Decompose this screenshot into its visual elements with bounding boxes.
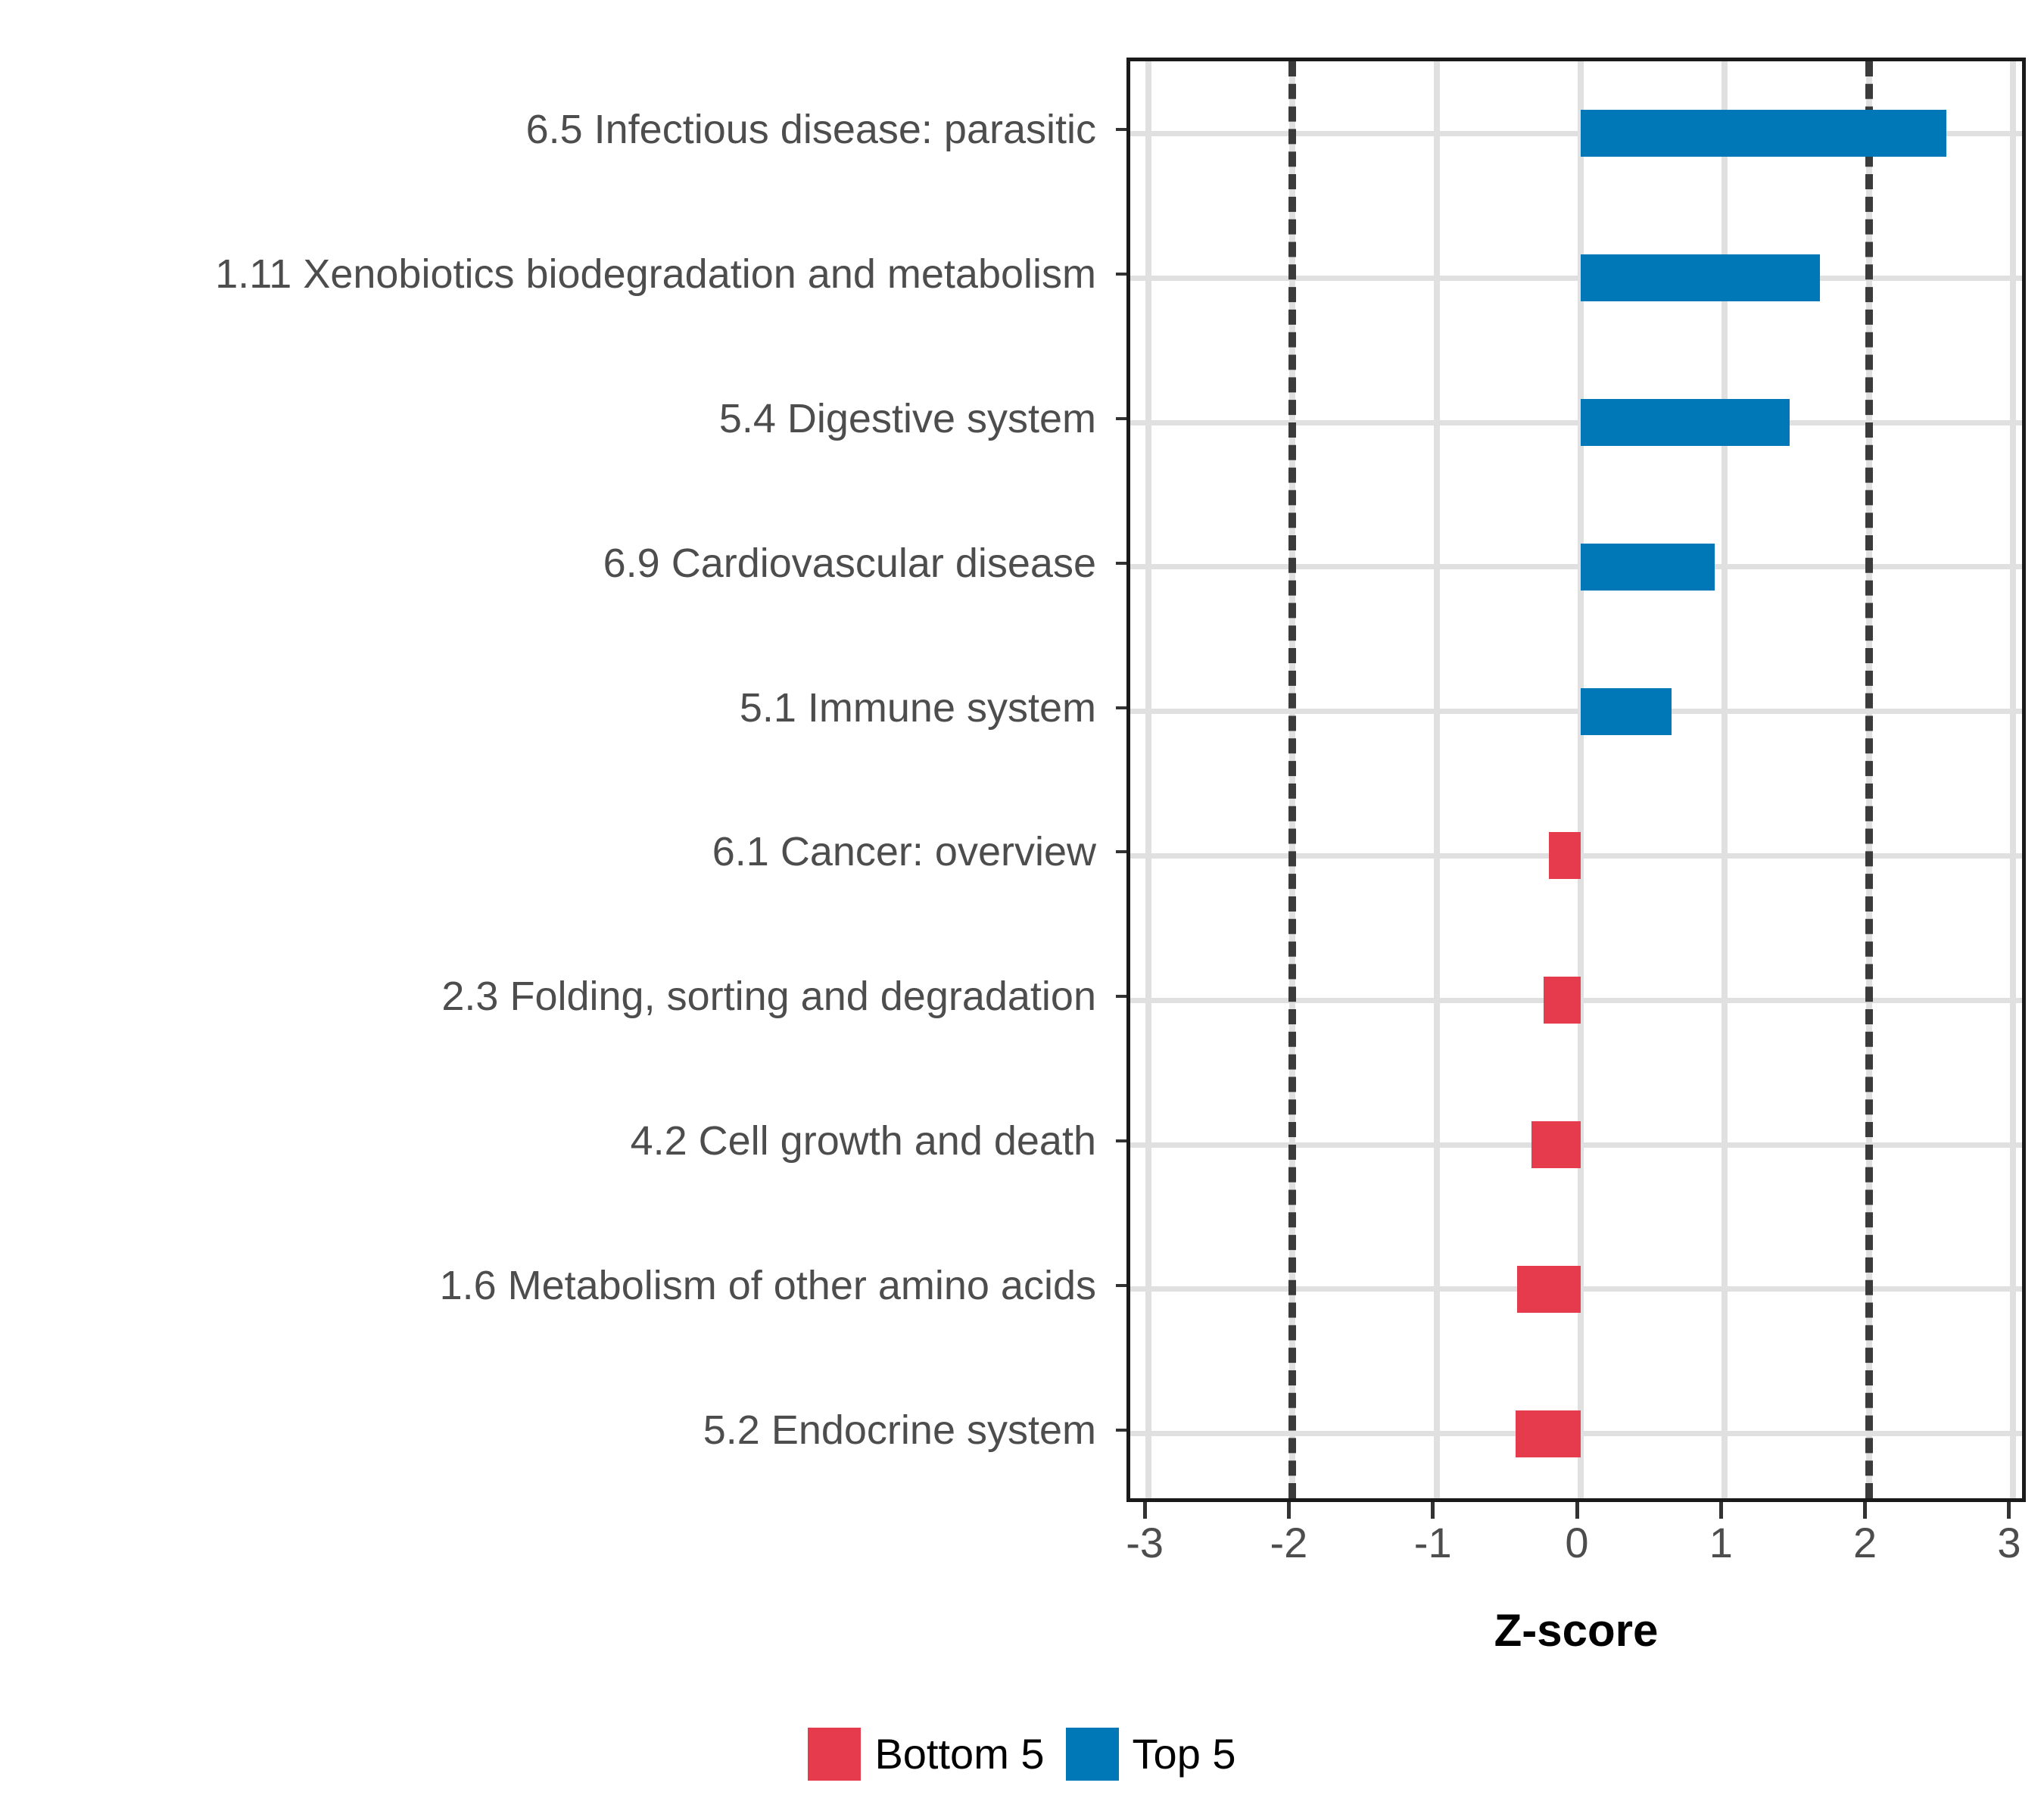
y-axis-tick-label: 6.9 Cardiovascular disease: [603, 540, 1096, 586]
bar: [1581, 399, 1790, 446]
x-axis-tick-mark: [1431, 1502, 1435, 1519]
y-axis-tick-mark: [1116, 850, 1126, 854]
y-axis-tick-mark: [1116, 128, 1126, 132]
y-axis-tick-mark: [1116, 1428, 1126, 1432]
horizontal-gridline: [1130, 130, 2022, 136]
x-axis: -3 -2 -1 0 1 2 3: [1126, 1502, 2026, 1593]
horizontal-gridline: [1130, 709, 2022, 715]
legend-item[interactable]: Bottom 5: [808, 1728, 1045, 1781]
vertical-gridline: [1145, 61, 1152, 1498]
y-axis-tick-mark: [1116, 706, 1126, 709]
y-axis-tick-label: 2.3 Folding, sorting and degradation: [441, 974, 1096, 1020]
bar: [1581, 254, 1820, 302]
x-axis-tick-label: 0: [1565, 1519, 1589, 1566]
bar: [1531, 1121, 1581, 1168]
x-axis-tick-label: 1: [1709, 1519, 1733, 1566]
horizontal-gridline: [1130, 275, 2022, 281]
vertical-gridline: [1578, 61, 1584, 1498]
bar: [1581, 110, 1947, 157]
y-axis-tick-mark: [1116, 1283, 1126, 1287]
y-axis-tick-mark: [1116, 561, 1126, 565]
bar: [1516, 1410, 1581, 1457]
y-axis-tick-mark: [1116, 417, 1126, 420]
vertical-gridline: [1722, 61, 1728, 1498]
x-axis-tick-label: -2: [1270, 1519, 1308, 1566]
y-axis-tick-mark: [1116, 1139, 1126, 1142]
y-axis-tick-label: 5.1 Immune system: [739, 684, 1096, 731]
legend-color-swatch: [808, 1728, 862, 1781]
y-axis-tick-label: 1.6 Metabolism of other amino acids: [439, 1262, 1096, 1308]
chart-legend: Bottom 5 Top 5: [0, 1728, 2044, 1781]
y-axis-tick-label: 6.1 Cancer: overview: [712, 829, 1096, 875]
x-axis-tick-label: -3: [1126, 1519, 1164, 1566]
y-axis-tick-label: 4.2 Cell growth and death: [630, 1118, 1096, 1164]
y-axis-tick-mark: [1116, 995, 1126, 999]
plot-area: [1130, 61, 2022, 1498]
horizontal-gridline: [1130, 564, 2022, 570]
x-axis-tick-mark: [1718, 1502, 1723, 1519]
bar: [1549, 832, 1581, 880]
horizontal-gridline: [1130, 419, 2022, 425]
vertical-gridline: [1433, 61, 1440, 1498]
bar: [1517, 1265, 1581, 1313]
x-axis-tick-label: 3: [1997, 1519, 2021, 1566]
x-axis-title: Z-score: [1494, 1605, 1659, 1656]
legend-color-swatch: [1065, 1728, 1119, 1781]
legend-item[interactable]: Top 5: [1065, 1728, 1236, 1781]
y-axis-tick-label: 5.2 Endocrine system: [703, 1407, 1096, 1453]
x-axis-tick-label: 2: [1853, 1519, 1877, 1566]
bar: [1581, 687, 1672, 735]
y-axis-tick-mark: [1116, 273, 1126, 276]
bar: [1543, 977, 1581, 1024]
x-axis-tick-label: -1: [1413, 1519, 1452, 1566]
x-axis-tick-mark: [1575, 1502, 1579, 1519]
y-axis-tick-label: 5.4 Digestive system: [718, 396, 1096, 441]
x-axis-tick-mark: [2007, 1502, 2011, 1519]
y-axis-tick-label: 6.5 Infectious disease: parasitic: [525, 107, 1096, 153]
x-axis-tick-mark: [1286, 1502, 1291, 1519]
bar: [1581, 543, 1715, 591]
y-axis-category-labels: 6.5 Infectious disease: parasitic 1.11 Xe…: [0, 58, 1111, 1502]
vertical-gridline: [2009, 61, 2016, 1498]
legend-label: Top 5: [1132, 1730, 1236, 1778]
reference-line: [1865, 61, 1873, 1498]
x-axis-tick-mark: [1863, 1502, 1868, 1519]
plot-panel: [1126, 58, 2026, 1502]
reference-line: [1288, 61, 1297, 1498]
y-axis-tick-label: 1.11 Xenobiotics biodegradation and meta…: [215, 251, 1096, 298]
legend-label: Bottom 5: [874, 1730, 1045, 1778]
x-axis-tick-mark: [1142, 1502, 1147, 1519]
